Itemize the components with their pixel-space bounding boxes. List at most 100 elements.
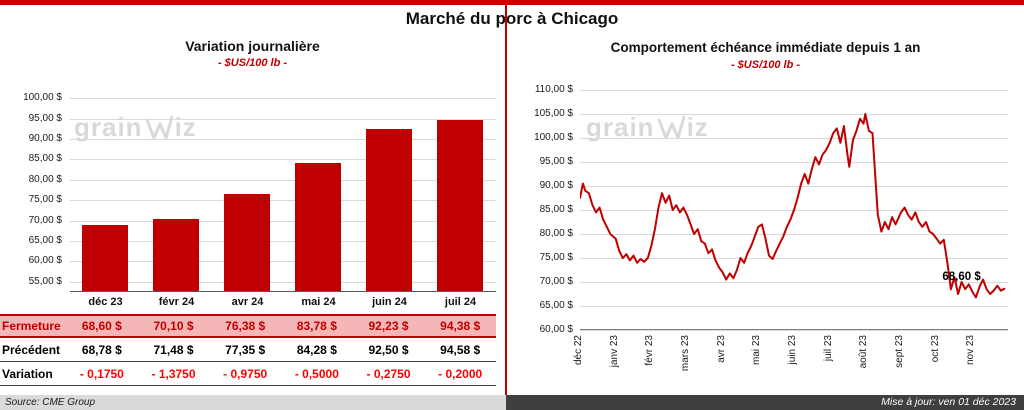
gridline [580, 282, 1008, 283]
price-line [580, 113, 1006, 299]
y-axis-tick-label: 60,00 $ [28, 255, 62, 267]
gridline [70, 261, 496, 263]
line-plot-area: grain iz 68,60 $ [580, 90, 1008, 331]
y-axis-tick-label: 70,00 $ [28, 214, 62, 226]
gridline [70, 139, 496, 140]
source-note: Source: CME Group [0, 395, 506, 410]
y-axis-tick-label: 60,00 $ [539, 324, 573, 335]
bar-category-label: juin 24 [372, 296, 407, 308]
line-chart-subtitle: - $US/100 lb - [730, 59, 801, 71]
gridline [580, 90, 1008, 91]
line-chart-panel: Comportement échéance immédiate depuis 1… [507, 30, 1024, 390]
y-axis-tick-label: 105,00 $ [534, 108, 573, 119]
bar-chart-panel: Variation journalière - $US/100 lb - 55,… [0, 30, 505, 390]
y-axis-tick-label: 80,00 $ [28, 173, 62, 185]
row-label: Variation [2, 366, 53, 381]
bar-juil 24 [437, 120, 483, 291]
panel-divider [505, 5, 507, 395]
bar-category-label: févr 24 [158, 296, 195, 308]
grainwiz-watermark: grain iz [586, 112, 709, 143]
gridline [580, 114, 1008, 115]
y-axis-tick-label: 65,00 $ [28, 235, 62, 246]
table-cell: 94,58 $ [440, 342, 481, 357]
row-label: Fermeture [2, 319, 61, 333]
x-axis-tick-label: déc 22 [573, 335, 584, 366]
x-axis-tick-label: sept 23 [894, 335, 905, 368]
bar-mai 24 [295, 163, 341, 291]
table-cell: 68,78 $ [81, 342, 122, 357]
bar-déc 23 [82, 225, 128, 291]
y-axis-tick-label: 80,00 $ [539, 228, 573, 239]
page-title: Marché du porc à Chicago [405, 9, 619, 28]
watermark-text-left: grain [586, 112, 655, 142]
gridline [70, 241, 496, 242]
table-cell: 71,48 $ [153, 342, 194, 357]
watermark-text-right: iz [686, 112, 709, 142]
gridline [580, 162, 1008, 163]
gridline [580, 258, 1008, 259]
table-cell: - 0,2000 [438, 366, 483, 381]
bar-chart-title: Variation journalière [185, 38, 320, 54]
y-axis-tick-label: 85,00 $ [539, 204, 573, 215]
x-axis-tick-label: mars 23 [680, 335, 691, 372]
table-cell: 94,38 $ [440, 319, 481, 333]
x-axis-tick-label: oct 23 [929, 335, 941, 363]
bar-févr 24 [153, 219, 199, 291]
x-axis-tick-label: juin 23 [787, 335, 798, 365]
bar-x-axis-labels: déc 23 févr 24 avr 24 mai 24 juin 24 juil 24 [70, 296, 496, 308]
watermark-zigzag-icon [657, 115, 685, 139]
y-axis-tick-label: 100,00 $ [23, 92, 62, 104]
x-axis-tick-label: août 23 [858, 335, 870, 369]
y-axis-tick-label: 75,00 $ [539, 252, 573, 263]
bar-category-label: avr 24 [231, 296, 264, 308]
table-cell: 92,50 $ [368, 342, 409, 357]
gridline [70, 118, 496, 120]
line-y-axis-labels: 60,00 $ 65,00 $ 70,00 $ 75,00 $ 80,00 $ 85,00… [513, 84, 575, 335]
x-axis-tick-label: févr 23 [644, 335, 656, 366]
watermark-text-left: grain [74, 112, 143, 142]
bar-category-label: juil 24 [444, 296, 477, 308]
row-label: Précédent [2, 342, 61, 357]
line-chart-title: Comportement échéance immédiate depuis 1… [610, 40, 921, 55]
table-row-2: Variation - 0,1750 - 1,3750 - 0,9750 - 0,500… [0, 362, 496, 386]
watermark-zigzag-icon [145, 115, 173, 139]
gridline [70, 281, 496, 283]
gridline [70, 220, 496, 222]
bar-chart: 55,00 $ 60,00 $ 65,00 $ 70,00 $ 75,00 $ 80,00… [0, 74, 505, 324]
bar-y-axis-labels: 55,00 $ 60,00 $ 65,00 $ 70,00 $ 75,00 $ 80,00… [0, 88, 64, 292]
price-table: Fermeture 68,60 $ 70,10 $ 76,38 $ 83,78 $ 92,… [0, 314, 496, 386]
gridline [580, 306, 1008, 307]
table-row-0: Fermeture 68,60 $ 70,10 $ 76,38 $ 83,78 $ 92,… [0, 314, 496, 338]
table-cell: 92,23 $ [368, 319, 409, 333]
table-cell: - 0,9750 [223, 366, 268, 381]
y-axis-tick-label: 90,00 $ [28, 133, 62, 144]
update-note: Mise à jour: ven 01 déc 2023 [506, 395, 1024, 410]
top-accent-bar [0, 0, 1024, 5]
gridline [580, 138, 1008, 139]
bar-category-label: déc 23 [88, 296, 123, 308]
y-axis-tick-label: 75,00 $ [28, 194, 62, 206]
table-cell: - 0,1750 [79, 366, 124, 381]
y-axis-tick-label: 100,00 $ [534, 132, 573, 143]
x-axis-tick-label: mai 23 [751, 335, 763, 366]
table-cell: - 0,5000 [294, 366, 339, 381]
y-axis-tick-label: 95,00 $ [539, 156, 573, 167]
gridline [70, 200, 496, 202]
x-axis-tick-label: avr 23 [715, 335, 727, 363]
gridline [580, 234, 1008, 235]
last-price-label: 68,60 $ [942, 270, 981, 283]
bar-category-label: mai 24 [301, 296, 336, 308]
table-cell: 77,35 $ [225, 342, 266, 357]
line-chart: 60,00 $ 65,00 $ 70,00 $ 75,00 $ 80,00 $ 85,00… [507, 76, 1024, 388]
x-axis-tick-label: juil 23 [822, 335, 834, 362]
y-axis-tick-label: 95,00 $ [28, 112, 62, 124]
x-axis-tick-label: nov 23 [965, 335, 977, 366]
x-axis-tick-label: janv 23 [608, 335, 620, 368]
table-row-1: Précédent 68,78 $ 71,48 $ 77,35 $ 84,28 $ 92,… [0, 338, 496, 362]
table-cell: 68,60 $ [81, 319, 122, 333]
y-axis-tick-label: 110,00 $ [534, 84, 573, 95]
y-axis-tick-label: 90,00 $ [539, 180, 573, 191]
gridline [580, 186, 1008, 187]
gridline [70, 159, 496, 161]
